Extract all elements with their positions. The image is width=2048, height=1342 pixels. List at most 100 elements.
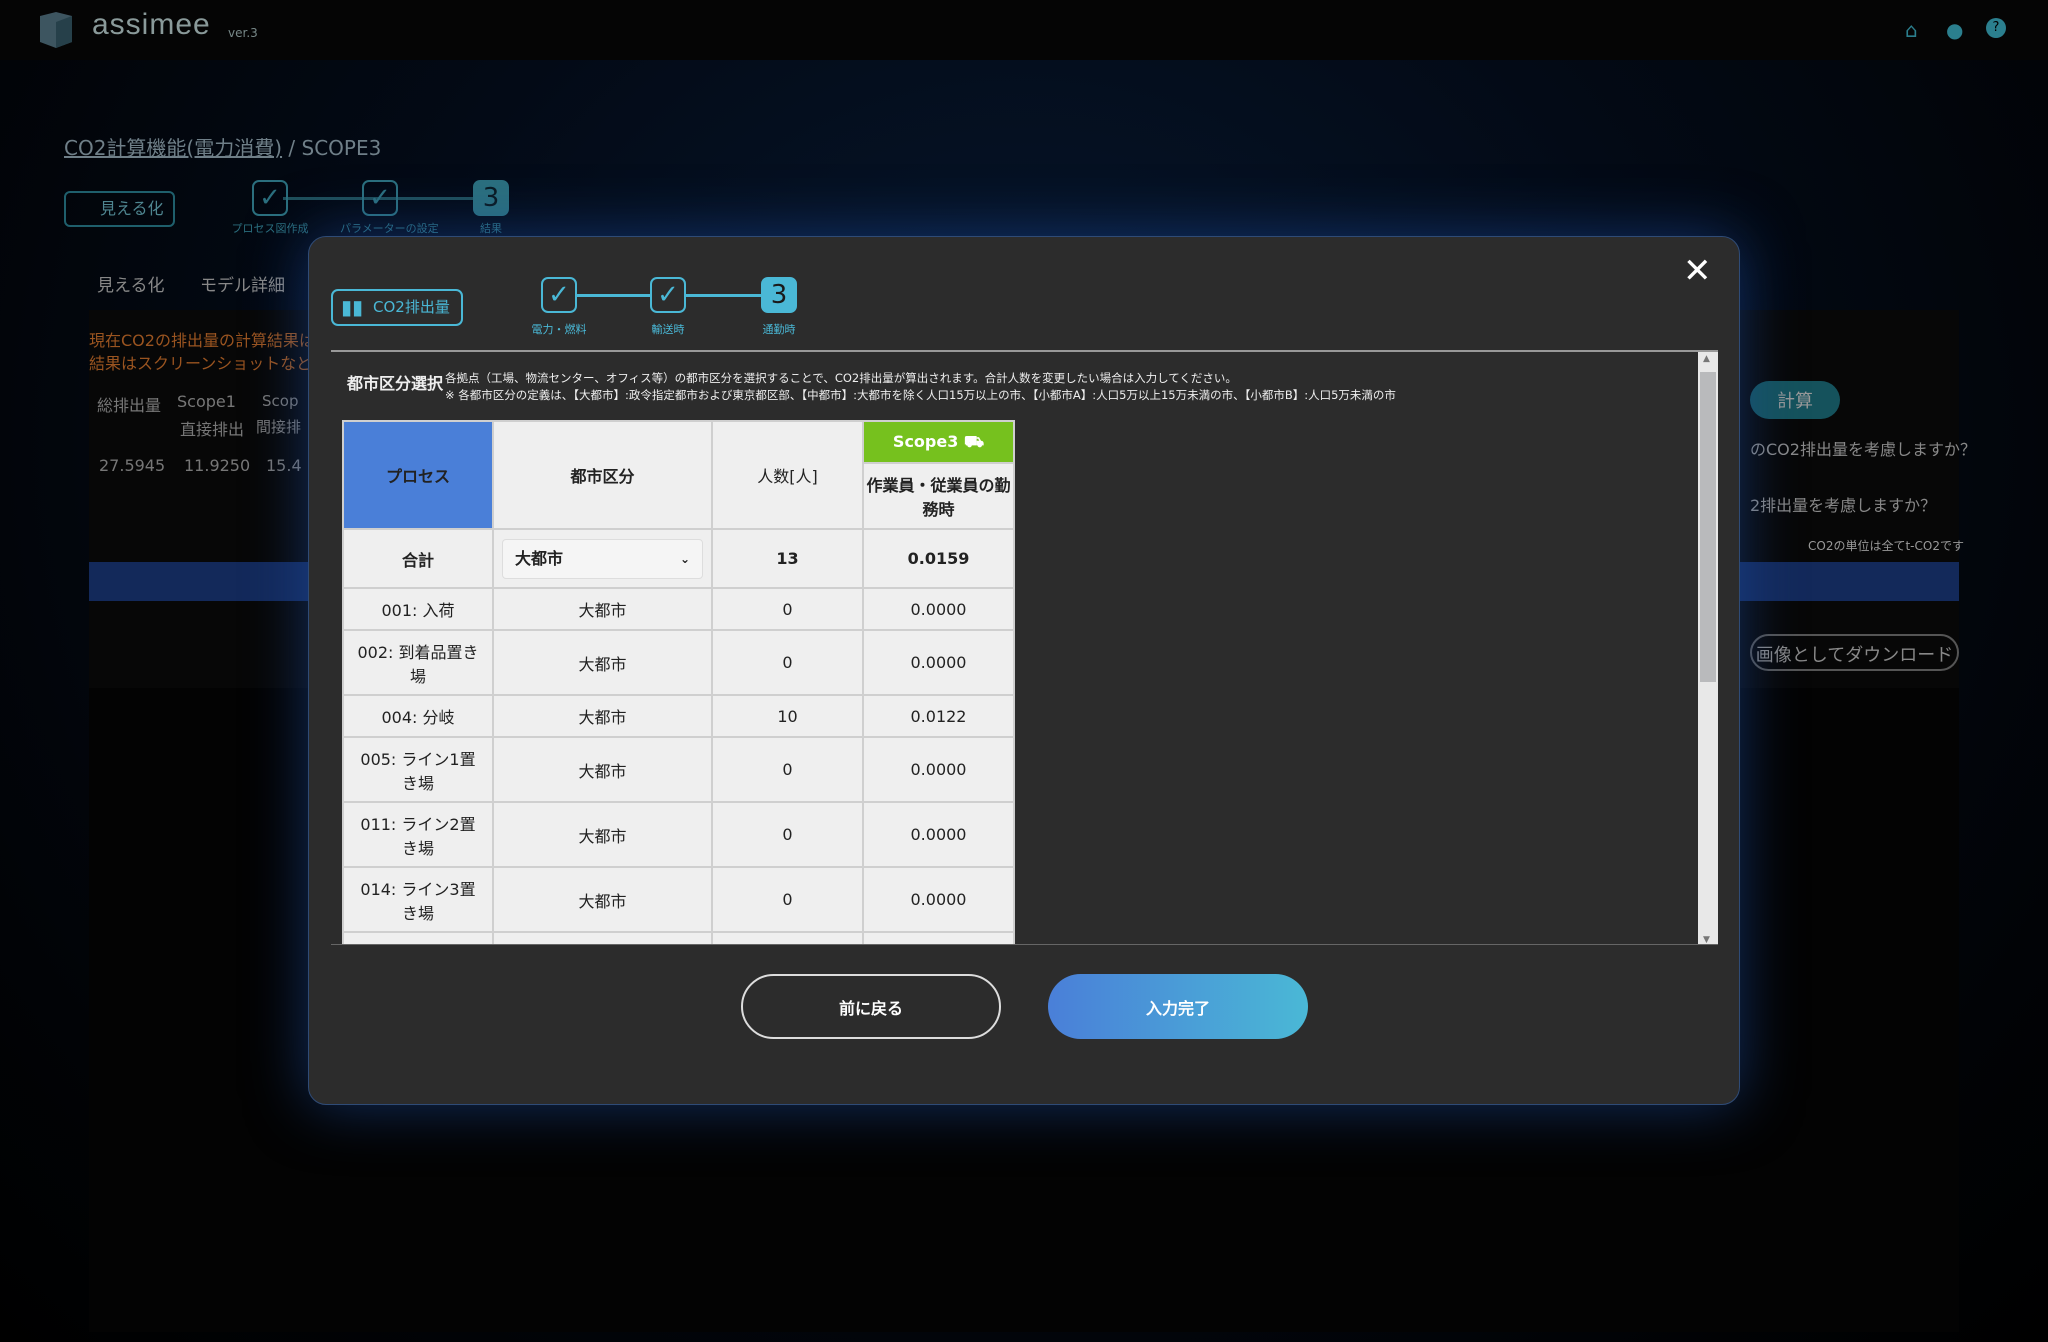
tab-visualize[interactable]: 見える化 [97, 276, 165, 296]
cell-city: 大都市 [492, 801, 713, 868]
cell-process: 001: 入荷 [342, 587, 494, 631]
cell-city: 大都市 [492, 629, 713, 696]
definition-note: ※ 各都市区分の定義は、【大都市】:政令指定都市および東京都区部、【中都市】:大… [445, 388, 1396, 402]
cell-value: 0.0000 [862, 587, 1015, 631]
cell-people[interactable]: 1 [711, 931, 864, 944]
cell-value: 0.0000 [862, 736, 1015, 803]
cell-people[interactable]: 0 [711, 801, 864, 868]
summary-header: 直接排出 [180, 420, 245, 439]
help-icon[interactable]: ? [1986, 18, 2006, 38]
summary-value: 27.5945 [99, 456, 166, 475]
total-people-input[interactable]: 13 [711, 528, 864, 589]
summary-value: 15.4 [266, 456, 302, 475]
chevron-down-icon: ⌄ [679, 551, 690, 566]
cell-city: 大都市 [492, 587, 713, 631]
total-label: 合計 [342, 528, 494, 589]
bg-step-3: 3 [473, 180, 509, 216]
cell-process: 002: 到着品置き場 [342, 629, 494, 696]
cell-process: 004: 分岐 [342, 694, 494, 738]
header-commute: 作業員・従業員の勤務時 [862, 462, 1015, 530]
bg-step-1: ✓ [252, 180, 288, 216]
cell-people[interactable]: 0 [711, 866, 864, 933]
table-row: 001: 入荷 大都市 0 0.0000 [342, 587, 1015, 631]
summary-header: 間接排 [256, 418, 302, 436]
cell-city: 大都市 [492, 931, 713, 944]
cell-value: 0.0122 [862, 694, 1015, 738]
home-icon[interactable]: ⌂ [1905, 18, 1918, 42]
app-name: assimee [92, 8, 211, 41]
commute-table: プロセス 都市区分 人数[人] Scope3 ⛟ 作業員・従業員の勤務時 合計 … [342, 420, 1015, 944]
city-select-value: 大都市 [515, 548, 564, 568]
top-bar: assimee ver.3 ⌂ ● ? [0, 0, 2048, 60]
header-people: 人数[人] [711, 420, 864, 530]
step-label: 電力・燃料 [531, 323, 587, 336]
modal-dialog: ✕ ▮▮ CO2排出量 ✓ ✓ 3 電力・燃料 輸送時 通勤時 都市区分選択 各… [308, 236, 1740, 1105]
step-label: 通勤時 [762, 323, 796, 336]
scroll-down-icon[interactable]: ▼ [1703, 935, 1710, 945]
cell-process: 006: ライン1組立 [342, 931, 494, 944]
tab-model-detail[interactable]: モデル詳細 [200, 276, 285, 296]
table-row: 011: ライン2置き場 大都市 0 0.0000 [342, 801, 1015, 868]
table-row: 004: 分岐 大都市 10 0.0122 [342, 694, 1015, 738]
section-title: 都市区分選択 [347, 374, 444, 393]
cell-people[interactable]: 0 [711, 587, 864, 631]
logo-icon [40, 12, 72, 48]
calc-button[interactable]: 計算 [1750, 381, 1840, 419]
scroll-area[interactable]: 都市区分選択 各拠点（工場、物流センター、オフィス等）の都市区分を選択することで… [331, 350, 1718, 945]
building-tree-icon: ▮▮ [341, 295, 364, 319]
cell-process: 005: ライン1置き場 [342, 736, 494, 803]
bg-step-2: ✓ [362, 180, 398, 216]
cell-city: 大都市 [492, 866, 713, 933]
notice-text: 現在CO2の排出量の計算結果は [89, 331, 315, 350]
header-scope3: Scope3 ⛟ [862, 420, 1015, 464]
step-line [577, 294, 797, 297]
notice-text: 結果はスクリーンショットなど [89, 354, 313, 373]
step-line [283, 197, 493, 200]
table-row: 006: ライン1組立大都市10.0012 [342, 931, 1015, 944]
cell-people[interactable]: 10 [711, 694, 864, 738]
cell-people[interactable]: 0 [711, 736, 864, 803]
co2-badge: ▮▮ CO2排出量 [331, 289, 463, 326]
table-row: 002: 到着品置き場 大都市 0 0.0000 [342, 629, 1015, 696]
breadcrumb-link[interactable]: CO2計算機能(電力消費) [64, 136, 283, 160]
bg-step-label: 結果 [480, 222, 502, 235]
table-row: 014: ライン3置き場 大都市 0 0.0000 [342, 866, 1015, 933]
scope3-label: Scope3 [892, 431, 959, 451]
table-row: 005: ライン1置き場 大都市 0 0.0000 [342, 736, 1015, 803]
step-number: 3 [761, 277, 797, 313]
back-button[interactable]: 前に戻る [741, 974, 1001, 1039]
question-text: のCO2排出量を考慮しますか？ [1750, 440, 1976, 459]
user-icon[interactable]: ● [1946, 18, 1964, 42]
cell-value: 0.0012 [862, 931, 1015, 944]
download-button[interactable]: 画像としてダウンロード [1750, 634, 1959, 671]
breadcrumb: CO2計算機能(電力消費) / SCOPE3 [64, 132, 381, 161]
cell-process: 011: ライン2置き場 [342, 801, 494, 868]
summary-header: 総排出量 [97, 396, 162, 415]
bg-step-label: プロセス図作成 [231, 222, 309, 235]
summary-header: Scop [262, 392, 299, 410]
summary-value: 11.9250 [184, 456, 251, 475]
header-city: 都市区分 [492, 420, 713, 530]
close-icon[interactable]: ✕ [1683, 251, 1712, 291]
complete-button[interactable]: 入力完了 [1048, 974, 1308, 1039]
cell-people[interactable]: 0 [711, 629, 864, 696]
cell-value: 0.0000 [862, 801, 1015, 868]
description-text: 各拠点（工場、物流センター、オフィス等）の都市区分を選択することで、CO2排出量… [445, 371, 1237, 385]
total-value: 0.0159 [862, 528, 1015, 589]
scrollbar[interactable]: ▲ ▼ [1698, 352, 1718, 945]
cell-value: 0.0000 [862, 629, 1015, 696]
cell-process: 014: ライン3置き場 [342, 866, 494, 933]
city-select[interactable]: 大都市 ⌄ [502, 538, 703, 579]
visualize-button[interactable]: 見える化 [64, 191, 175, 227]
unit-note: CO2の単位は全てt-CO2です [1808, 539, 1964, 553]
cell-value: 0.0000 [862, 866, 1015, 933]
bg-step-label: パラメーターの設定 [340, 222, 439, 235]
step-label: 輸送時 [651, 323, 685, 336]
step-check-icon: ✓ [541, 277, 577, 313]
scroll-up-icon[interactable]: ▲ [1703, 354, 1710, 364]
truck-icon: ⛟ [963, 431, 985, 451]
summary-header: Scope1 [177, 392, 236, 411]
step-check-icon: ✓ [650, 277, 686, 313]
badge-label: CO2排出量 [373, 298, 450, 316]
scrollbar-thumb[interactable] [1700, 372, 1716, 682]
